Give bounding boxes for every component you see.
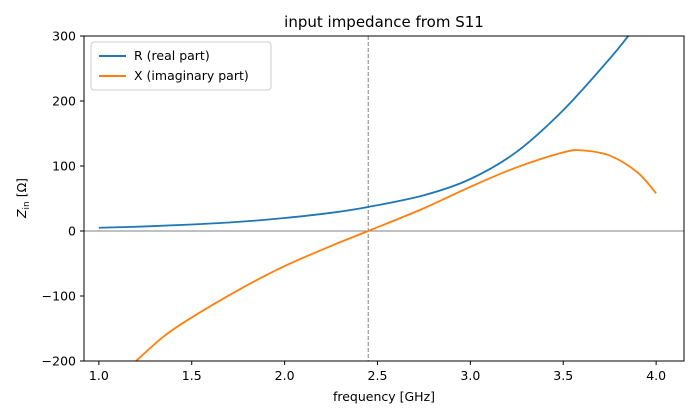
y-axis-label: Zin [Ω] bbox=[14, 178, 32, 219]
y-tick-label: −100 bbox=[42, 289, 76, 304]
x-tick-label: 2.0 bbox=[275, 368, 295, 383]
plot-area bbox=[84, 36, 684, 361]
legend-label-x: X (imaginary part) bbox=[134, 68, 249, 83]
y-tick-label: 200 bbox=[52, 94, 76, 109]
legend: R (real part) X (imaginary part) bbox=[90, 41, 272, 91]
series-line-x bbox=[135, 149, 657, 361]
legend-box bbox=[90, 41, 272, 91]
x-tick-label: 3.5 bbox=[553, 368, 573, 383]
plot-frame bbox=[83, 35, 685, 362]
y-tick-label: 300 bbox=[52, 29, 76, 44]
x-tick-label: 2.5 bbox=[368, 368, 388, 383]
axes: 1.0 1.5 2.0 2.5 3.0 3.5 4.0 −200 −100 0 100 200 300 bbox=[42, 29, 666, 384]
x-tick-label: 3.0 bbox=[460, 368, 480, 383]
y-tick-label: 0 bbox=[68, 224, 76, 239]
y-tick-label: −200 bbox=[42, 354, 76, 369]
legend-label-r: R (real part) bbox=[134, 48, 210, 63]
x-tick-label: 4.0 bbox=[646, 368, 666, 383]
x-tick-label: 1.5 bbox=[182, 368, 202, 383]
x-tick-label: 1.0 bbox=[89, 368, 109, 383]
series-line-r bbox=[98, 36, 629, 229]
chart-title: input impedance from S11 bbox=[284, 13, 484, 31]
x-axis-label: frequency [GHz] bbox=[333, 389, 435, 404]
y-tick-label: 100 bbox=[52, 159, 76, 174]
